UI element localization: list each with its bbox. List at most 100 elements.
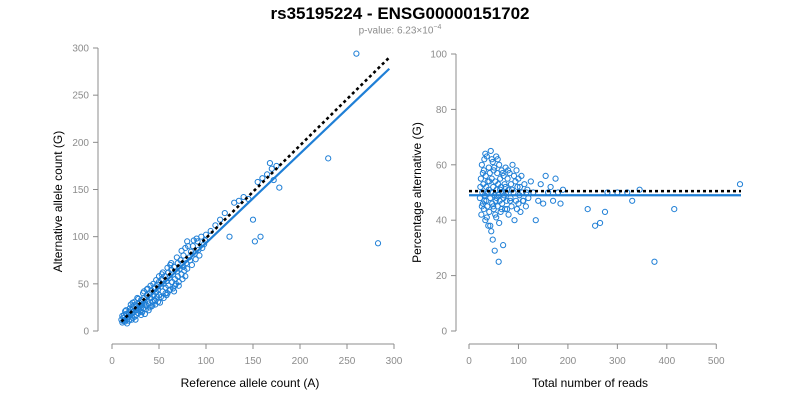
chart-1-y-tick-label: 200 [72, 138, 89, 149]
chart-1-data-point [217, 216, 224, 223]
chart-2-data-point [508, 203, 515, 210]
chart-2-x-tick-label: 200 [560, 356, 577, 367]
chart-1-data-point [353, 50, 360, 57]
chart-2-data-point [490, 183, 497, 191]
chart-2-y-tick-label: 80 [436, 105, 448, 116]
chart-1-data-point [192, 256, 199, 263]
chart-1-data-point [129, 299, 136, 306]
chart-1-x-tick-label: 250 [339, 356, 356, 367]
chart-1-data-point [202, 231, 210, 238]
chart-2-y-axis-title: Percentage alternative (G) [410, 122, 424, 263]
chart-1-data-point [226, 233, 233, 240]
chart-1-x-tick-label: 200 [292, 356, 309, 367]
chart-title: rs35195224 - ENSG00000151702 [270, 4, 530, 23]
chart-2-data-point [532, 217, 539, 224]
chart-1-data-point [149, 302, 156, 309]
chart-2-data-point [559, 186, 567, 193]
chart-2-data-point [494, 156, 501, 163]
chart-1-data-point [325, 155, 332, 162]
chart-2-data-point [651, 258, 658, 265]
chart-2-data-point [500, 242, 507, 249]
chart-2-data-point [515, 200, 522, 207]
chart-2-data-point [502, 206, 509, 213]
chart-2-data-point [522, 203, 529, 210]
chart-2-y-tick-label: 100 [430, 50, 447, 61]
chart-1-x-tick-label: 300 [386, 356, 403, 367]
chart-1-data-point [134, 294, 141, 302]
chart-1-data-point [185, 243, 192, 250]
chart-1-data-point [166, 287, 173, 294]
chart-1-data-point [143, 286, 150, 293]
chart-2-data-point [535, 197, 542, 204]
chart-1-data-point [168, 259, 175, 267]
chart-2-data-point [524, 186, 531, 193]
chart-2-data-point [490, 203, 497, 210]
chart-2-data-point [557, 200, 564, 207]
chart-2-data-point [486, 178, 493, 185]
chart-2-data-point [547, 183, 554, 191]
chart-1-y-tick-label: 150 [72, 185, 89, 196]
chart-2-data-point [487, 147, 494, 155]
chart-1-data-point [196, 252, 203, 259]
chart-2-y-tick-label: 20 [436, 271, 448, 282]
chart-1-data-point [374, 240, 382, 247]
chart-1-x-tick-label: 100 [198, 356, 215, 367]
chart-1-fit-line [120, 67, 391, 325]
chart-subtitle: p-value: 6.23×10−4 [0, 24, 800, 36]
p-value-text: p-value: 6.23×10 [358, 25, 434, 37]
chart-2-data-point [671, 206, 678, 213]
chart-2-data-point [488, 156, 495, 163]
chart-2-data-point [629, 197, 636, 204]
chart-2-data-point [513, 167, 520, 174]
chart-2-x-tick-label: 100 [510, 356, 527, 367]
chart-2-data-point [552, 175, 559, 182]
chart-2-data-point [521, 181, 528, 188]
chart-1-data-point [190, 237, 197, 244]
chart-2-data-point [505, 211, 512, 218]
p-value-exponent: −4 [433, 24, 442, 31]
chart-2-data-point [479, 170, 486, 177]
chart-1-data-point [207, 227, 214, 235]
chart-2-data-point [516, 183, 524, 191]
chart-1-data-point [249, 216, 257, 223]
chart-2-data-point [517, 208, 524, 215]
chart-2-data-point [507, 181, 515, 188]
chart-1-data-point [178, 247, 185, 254]
chart-1-data-point [257, 233, 264, 240]
chart-1-data-point [138, 311, 145, 319]
chart-1-data-point [194, 238, 201, 245]
chart-1-data-point [173, 254, 180, 261]
chart-2-data-point [493, 214, 500, 221]
chart-2-x-axis-title: Total number of reads [532, 376, 648, 390]
chart-2-data-point [501, 181, 508, 188]
chart-1-data-point [154, 298, 162, 305]
chart-2-x-tick-label: 300 [609, 356, 626, 367]
chart-1-x-tick-label: 150 [245, 356, 262, 367]
chart-1-data-point [122, 308, 129, 315]
chart-1-data-point [259, 175, 266, 182]
chart-2-data-point [491, 164, 498, 171]
chart-1-data-point [254, 178, 261, 186]
chart-1-reference-line [120, 56, 391, 323]
chart-2-data-point [477, 175, 484, 182]
chart-2-x-tick-label: 400 [658, 356, 675, 367]
chart-1-data-point [135, 295, 142, 303]
chart-1-data-point [153, 276, 160, 284]
chart-2-y-tick-label: 40 [436, 216, 448, 227]
chart-2-x-tick-label: 500 [708, 356, 725, 367]
chart-1-data-point [221, 209, 228, 217]
chart-2-data-point [489, 158, 496, 166]
chart-2-data-point [478, 203, 485, 210]
chart-1-data-point [158, 271, 165, 278]
chart-2-data-point [596, 219, 604, 227]
chart-1-y-tick-label: 250 [72, 91, 89, 102]
chart-2-data-point [485, 222, 492, 229]
chart-1-data-point [235, 197, 242, 204]
chart-2-data-point [510, 172, 518, 179]
chart-2-y-tick-label: 60 [436, 160, 448, 171]
chart-1-data-point [189, 243, 196, 250]
chart-2-data-point [518, 172, 525, 179]
chart-1-data-point [139, 290, 147, 297]
